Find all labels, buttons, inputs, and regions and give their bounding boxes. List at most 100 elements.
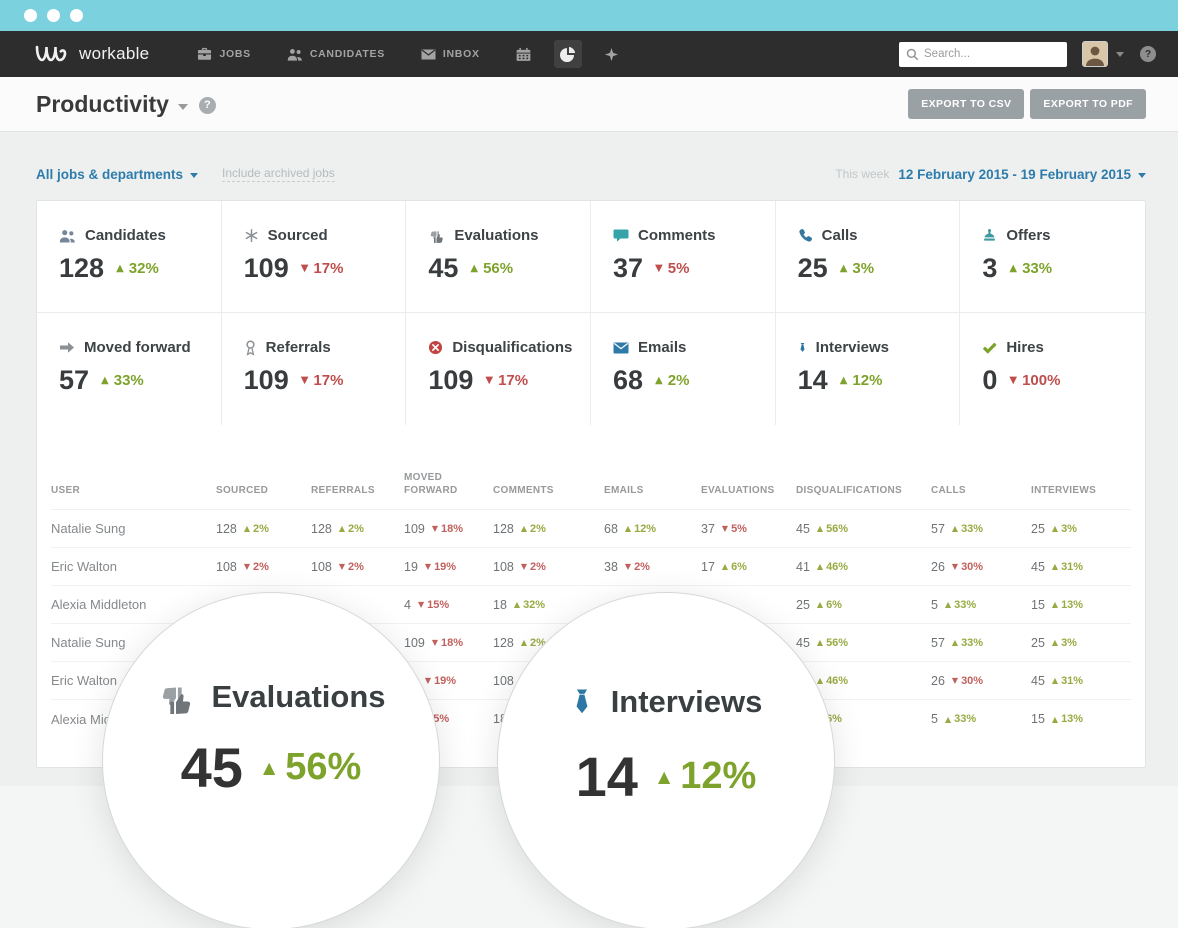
trend-arrow-icon: ▼ xyxy=(300,263,309,274)
column-header: USER xyxy=(51,485,80,496)
user-avatar[interactable] xyxy=(1082,41,1108,67)
stat-value: 128 xyxy=(59,253,105,283)
nav-help-icon[interactable]: ? xyxy=(1140,46,1156,62)
jobs-filter-dropdown[interactable]: All jobs & departments xyxy=(36,167,199,182)
trend-arrow-icon: ▲ xyxy=(470,263,479,274)
stat-value: 25 xyxy=(797,253,828,283)
nav-inbox-label: INBOX xyxy=(442,48,480,60)
trend-arrow-icon: ▼ xyxy=(520,562,528,571)
cell-value: 109 xyxy=(404,521,425,536)
magnifier-evaluations: Evaluations 45 ▲ 56% xyxy=(102,592,440,928)
trend-percent: 46% xyxy=(826,560,849,573)
trend-arrow-icon: ▼ xyxy=(338,562,346,571)
page-help-icon[interactable]: ? xyxy=(198,96,216,114)
export-csv-button[interactable]: EXPORT TO CSV xyxy=(908,89,1025,119)
stat-moved-forward: Moved forward 57 ▲ 33% xyxy=(37,313,222,425)
trend-arrow-icon: ▲ xyxy=(1009,263,1018,274)
trend-arrow-icon: ▼ xyxy=(431,524,439,533)
trend-arrow-icon: ▲ xyxy=(1051,524,1059,533)
trend-percent: 30% xyxy=(961,560,984,573)
avatar-caret-icon[interactable] xyxy=(1116,51,1124,57)
search-input[interactable] xyxy=(924,48,1060,60)
stat-label: Evaluations xyxy=(454,227,539,244)
trend-arrow-icon: ▲ xyxy=(657,767,671,786)
trend-arrow-icon: ▼ xyxy=(1009,375,1018,386)
nav-menu: JOBS CANDIDATES INBOX xyxy=(197,47,479,61)
date-range-dropdown[interactable]: 12 February 2015 - 19 February 2015 xyxy=(898,167,1146,182)
stat-candidates: Candidates 128 ▲ 32% xyxy=(37,201,222,313)
cell-value: 128 xyxy=(216,521,237,536)
include-archived-toggle[interactable]: Include archived jobs xyxy=(222,166,335,182)
trend-arrow-icon: ▲ xyxy=(624,524,632,533)
block-icon xyxy=(428,340,443,355)
cell-value: 15 xyxy=(1031,597,1045,612)
cell-value: 128 xyxy=(493,635,514,650)
column-header: EMAILS xyxy=(604,485,644,496)
trend-percent: 5% xyxy=(731,522,747,535)
cell-value: 108 xyxy=(493,559,514,574)
trend-arrow-icon: ▲ xyxy=(721,562,729,571)
trend-arrow-icon: ▲ xyxy=(655,375,663,386)
trend-percent: 33% xyxy=(954,598,977,611)
window-dot[interactable] xyxy=(24,9,37,22)
stat-label: Calls xyxy=(821,227,858,244)
phone-icon xyxy=(798,228,813,243)
trend-arrow-icon: ▼ xyxy=(417,600,425,609)
cell-value: 128 xyxy=(493,521,514,536)
trend-percent: 18% xyxy=(441,636,464,649)
calendar-icon[interactable] xyxy=(510,40,538,68)
asterisk-icon xyxy=(244,228,259,243)
column-header: INTERVIEWS xyxy=(1031,485,1097,496)
trend-percent: 33% xyxy=(954,713,977,725)
trend-percent: 46% xyxy=(826,674,849,687)
trend-arrow-icon: ▼ xyxy=(624,562,632,571)
reports-pie-icon[interactable] xyxy=(553,40,582,68)
trend-percent: 56% xyxy=(826,636,849,649)
trend-percent: 56% xyxy=(483,260,514,277)
trend-arrow-icon: ▲ xyxy=(944,714,952,724)
title-caret-icon[interactable] xyxy=(177,104,188,110)
cell-value: 25 xyxy=(1031,635,1045,650)
trend-arrow-icon: ▲ xyxy=(839,375,848,386)
trend-arrow-icon: ▼ xyxy=(655,263,663,274)
trend-percent: 30% xyxy=(961,674,984,687)
envelope-icon xyxy=(421,49,436,60)
cell-value: 26 xyxy=(931,673,945,688)
nav-tools xyxy=(510,40,626,68)
stat-label: Sourced xyxy=(267,227,328,244)
sparkle-icon[interactable] xyxy=(598,40,626,68)
trend-percent: 2% xyxy=(530,560,546,573)
trend-percent: 12% xyxy=(852,372,883,389)
cell-value: 18 xyxy=(493,597,507,612)
trend-percent: 19% xyxy=(434,674,457,687)
nav-candidates[interactable]: CANDIDATES xyxy=(287,47,385,61)
trend-percent: 2% xyxy=(253,560,269,573)
trend-percent: 18% xyxy=(441,522,464,535)
trend-percent: 2% xyxy=(530,522,546,535)
stat-label: Hires xyxy=(1006,339,1044,356)
trend-arrow-icon: ▲ xyxy=(944,600,952,609)
nav-jobs[interactable]: JOBS xyxy=(197,47,250,61)
cell-value: 41 xyxy=(796,559,810,574)
thumbs-icon xyxy=(157,680,195,714)
trend-percent: 33% xyxy=(961,636,984,649)
cell-value: 45 xyxy=(796,635,810,650)
trend-percent: 3% xyxy=(1061,522,1077,535)
stat-label: Referrals xyxy=(265,339,331,356)
workable-logo[interactable]: workable xyxy=(34,43,149,65)
window-dot[interactable] xyxy=(70,9,83,22)
stat-hires: Hires 0 ▼ 100% xyxy=(960,313,1145,425)
trend-arrow-icon: ▼ xyxy=(424,562,432,571)
window-dot[interactable] xyxy=(47,9,60,22)
date-range-label: 12 February 2015 - 19 February 2015 xyxy=(898,166,1131,182)
trend-arrow-icon: ▼ xyxy=(951,676,959,685)
cell-value: 38 xyxy=(604,559,618,574)
export-pdf-button[interactable]: EXPORT TO PDF xyxy=(1030,89,1146,119)
nav-inbox[interactable]: INBOX xyxy=(421,47,480,61)
stat-label: Comments xyxy=(638,227,716,244)
trend-percent: 6% xyxy=(826,598,842,611)
trend-arrow-icon: ▼ xyxy=(951,562,959,571)
trend-percent: 17% xyxy=(313,372,344,389)
page-header: Productivity ? EXPORT TO CSV EXPORT TO P… xyxy=(0,77,1178,132)
